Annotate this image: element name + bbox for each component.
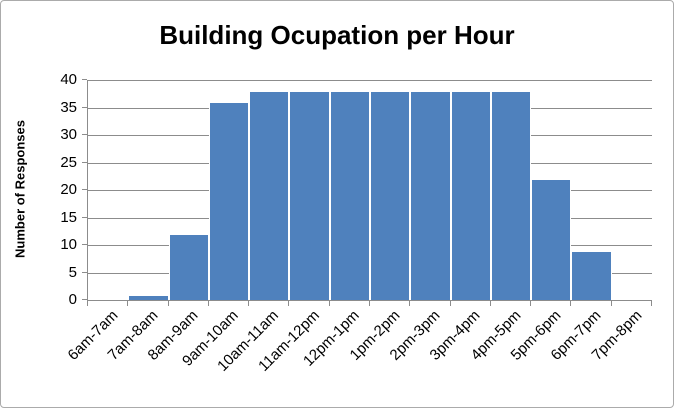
bar-6pm-7pm — [571, 250, 612, 300]
bar-slot-2pm-3pm — [410, 80, 451, 300]
y-tick-label-10: 10 — [60, 236, 77, 253]
x-tick-mark — [248, 301, 250, 306]
bar-5pm-6pm — [531, 179, 572, 300]
x-tick-mark — [87, 301, 88, 306]
x-tick-mark — [409, 301, 411, 306]
bar-slot-7am-8am — [128, 80, 169, 300]
x-tick-mark — [610, 301, 612, 306]
y-tick-label-40: 40 — [60, 71, 77, 88]
bar-slot-8am-9am — [168, 80, 209, 300]
chart-title: Building Ocupation per Hour — [159, 20, 515, 50]
y-tick-label-5: 5 — [68, 263, 77, 281]
bar-slot-11am-12pm — [289, 80, 330, 300]
gridline-y-40 — [88, 80, 652, 81]
bar-slot-4pm-5pm — [490, 80, 532, 300]
x-tick-mark — [167, 301, 169, 306]
y-tick-label-25: 25 — [60, 153, 77, 171]
bar-series — [88, 80, 652, 300]
bar-2pm-3pm — [410, 91, 451, 300]
x-tick-mark — [207, 301, 209, 306]
y-tick-label-0: 0 — [68, 291, 77, 308]
bar-8am-9am — [168, 234, 209, 300]
bar-7am-8am — [128, 294, 169, 300]
y-tick-label-30: 30 — [60, 126, 77, 143]
y-tick-mark — [82, 161, 87, 163]
bar-slot-5pm-6pm — [531, 80, 572, 300]
bar-slot-3pm-4pm — [450, 80, 491, 300]
x-tick-mark — [328, 301, 330, 306]
bar-slot-6pm-7pm — [571, 80, 612, 300]
y-tick-label-15: 15 — [60, 208, 77, 226]
y-tick-mark — [82, 79, 87, 80]
bar-slot-1pm-2pm — [369, 80, 411, 300]
bar-12pm-1pm — [329, 91, 370, 300]
y-tick-mark — [82, 134, 87, 135]
x-tick-mark — [369, 301, 370, 306]
y-tick-mark — [82, 271, 87, 273]
bar-4pm-5pm — [490, 91, 532, 300]
y-tick-mark — [82, 299, 87, 300]
x-tick-mark — [530, 301, 532, 306]
bar-slot-7pm-8pm — [612, 80, 652, 300]
bar-slot-12pm-1pm — [329, 80, 370, 300]
y-tick-label-35: 35 — [60, 98, 77, 116]
bar-slot-9am-10am — [208, 80, 250, 300]
y-tick-mark — [82, 189, 87, 190]
bar-slot-10am-11am — [249, 80, 290, 300]
x-tick-mark — [449, 301, 451, 306]
x-tick-mark — [489, 301, 491, 306]
y-tick-mark — [82, 244, 87, 245]
x-tick-mark — [651, 301, 652, 306]
x-tick-mark — [570, 301, 572, 306]
x-tick-mark — [127, 301, 129, 306]
bar-3pm-4pm — [450, 91, 491, 300]
x-tick-mark — [288, 301, 290, 306]
bar-slot-6am-7am — [88, 80, 128, 300]
y-tick-mark — [82, 106, 87, 108]
bar-1pm-2pm — [369, 91, 411, 300]
bar-9am-10am — [208, 102, 250, 300]
plot-area — [87, 80, 652, 301]
bar-10am-11am — [249, 91, 290, 300]
y-tick-label-20: 20 — [60, 181, 77, 198]
y-tick-mark — [82, 216, 87, 218]
bar-11am-12pm — [289, 91, 330, 300]
